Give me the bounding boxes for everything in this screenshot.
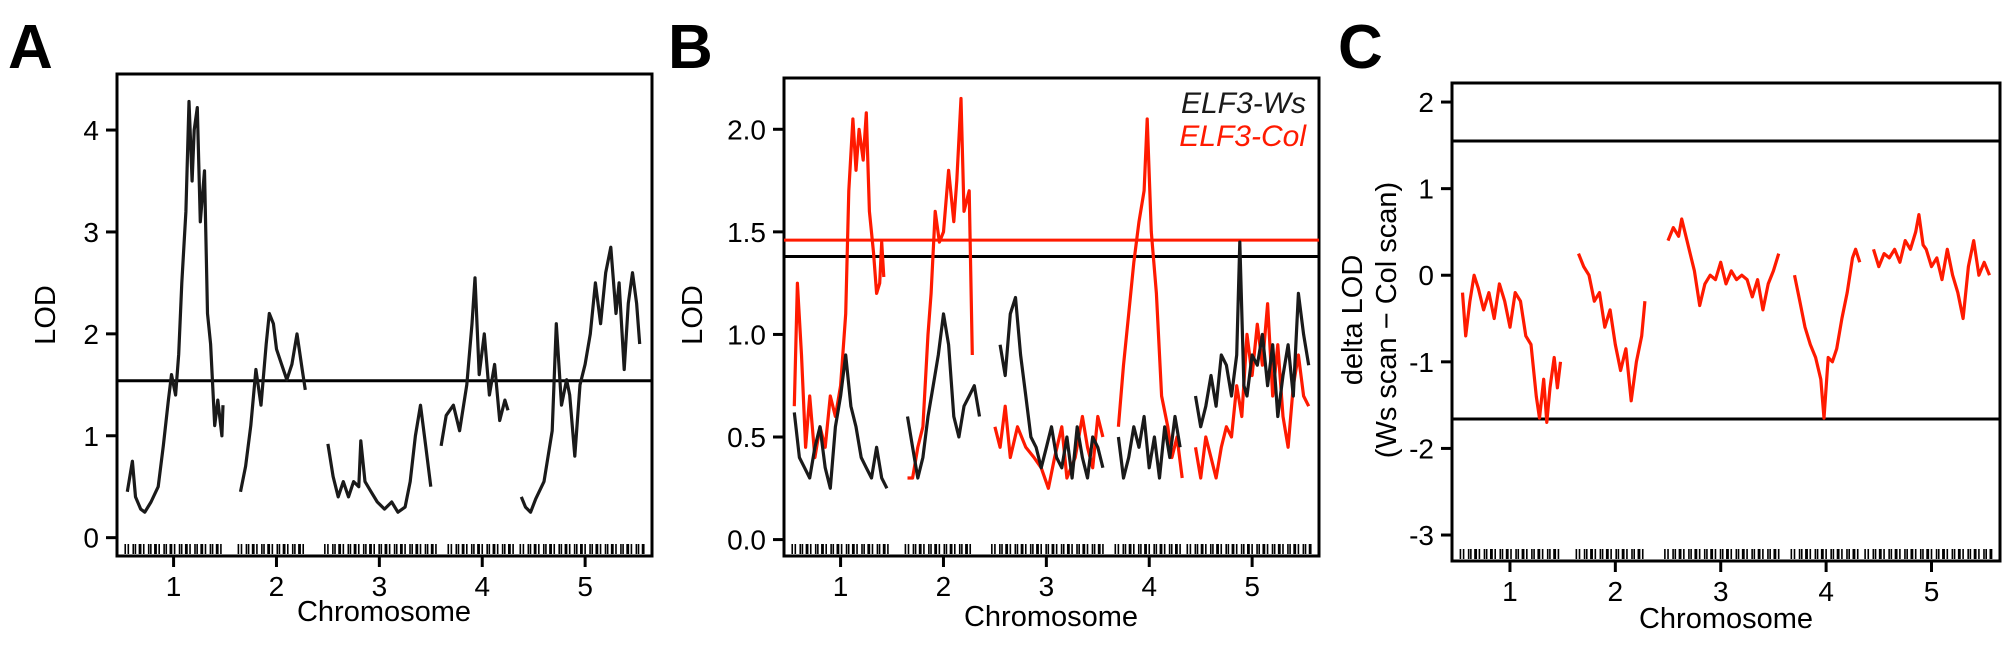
x-tick-label: 3: [1039, 571, 1055, 602]
x-axis-label: Chromosome: [964, 601, 1138, 633]
y-tick-label: 1.0: [727, 319, 766, 350]
series-line: [1116, 414, 1182, 480]
x-tick-label: 4: [474, 571, 490, 602]
plot-frame: [1450, 81, 2002, 563]
series-line: [326, 403, 433, 514]
x-tick-label: 5: [577, 571, 593, 602]
y-tick-label: 0.0: [727, 525, 766, 556]
y-axis-label-line1: delta LOD: [1337, 255, 1369, 386]
panel-c: C -3 -2 -1 0 1 2 1 2 3 4 5 Chromosome delta LOD (…: [1337, 13, 2002, 635]
marker-rug: [124, 544, 645, 554]
x-tick-label: 2: [936, 571, 952, 602]
y-tick-label: -1: [1409, 347, 1434, 378]
x-axis-label: Chromosome: [1639, 603, 1813, 635]
series-line: [1871, 213, 1991, 321]
y-tick-label: 3: [83, 217, 99, 248]
x-tick-label: 4: [1141, 571, 1157, 602]
series-lines: [792, 96, 1311, 490]
series-line: [1792, 247, 1862, 420]
y-tick-label: 2.0: [727, 114, 766, 145]
x-tick-label: 2: [1608, 576, 1624, 607]
y-tick-label: 0.5: [727, 422, 766, 453]
y-tick-label: 0: [1418, 260, 1434, 291]
y-tick-label: 0: [83, 523, 99, 554]
series-line: [1193, 240, 1311, 429]
y-tick-label: -3: [1409, 520, 1434, 551]
series-lines: [125, 99, 642, 514]
series-line: [792, 111, 886, 460]
x-tick-label: 1: [833, 571, 849, 602]
y-ticks: 0.0 0.5 1.0 1.5 2.0: [727, 114, 784, 556]
y-tick-label: -2: [1409, 433, 1434, 464]
series-line: [1193, 302, 1311, 480]
y-tick-label: 4: [83, 115, 99, 146]
series-line: [238, 311, 307, 493]
y-ticks: 0 1 2 3 4: [83, 115, 117, 554]
y-tick-label: 1: [83, 421, 99, 452]
y-tick-label: 2: [83, 319, 99, 350]
x-ticks: 1 2 3 4 5: [166, 556, 593, 602]
x-tick-label: 4: [1818, 576, 1834, 607]
series-line: [125, 99, 225, 514]
series-line: [519, 245, 642, 514]
series-line: [1577, 253, 1647, 403]
panel-b: B 0.0 0.5 1.0 1.5 2.0 1 2 3 4 5 ELF3-Ws ELF3-Col…: [668, 13, 1321, 633]
y-axis-label: LOD: [677, 285, 709, 345]
series-line: [439, 276, 510, 447]
x-axis-label: Chromosome: [297, 596, 471, 628]
x-tick-label: 3: [372, 571, 388, 602]
series-line: [1666, 217, 1781, 312]
series-line: [907, 96, 974, 480]
panel-letter: A: [8, 13, 53, 82]
panel-letter: C: [1338, 13, 1383, 82]
x-tick-label: 5: [1244, 571, 1260, 602]
x-tick-label: 1: [166, 571, 182, 602]
series-line: [905, 312, 982, 480]
marker-rug: [1459, 549, 1993, 559]
marker-rug: [791, 544, 1312, 554]
y-ticks: -3 -2 -1 0 1 2: [1409, 87, 1452, 551]
y-tick-label: 1: [1418, 174, 1434, 205]
panel-letter: B: [668, 13, 713, 82]
plot-frame: [782, 76, 1321, 558]
series-line: [993, 404, 1105, 490]
x-tick-label: 5: [1924, 576, 1940, 607]
y-tick-label: 2: [1418, 87, 1434, 118]
y-axis-label: LOD: [30, 285, 62, 345]
x-ticks: 1 2 3 4 5: [1502, 561, 1939, 607]
x-tick-label: 1: [1502, 576, 1518, 607]
series-line: [792, 353, 889, 490]
x-tick-label: 3: [1713, 576, 1729, 607]
y-tick-label: 1.5: [727, 217, 766, 248]
series-lines: [1460, 213, 1991, 424]
panel-a: A 0 1 2 3 4 1 2 3 4 5 Chromosome LOD: [8, 13, 654, 628]
legend-entry-col: ELF3-Col: [1179, 120, 1307, 153]
x-tick-label: 2: [269, 571, 285, 602]
series-line: [998, 295, 1105, 480]
series-line: [1460, 273, 1563, 424]
x-ticks: 1 2 3 4 5: [833, 556, 1260, 602]
legend-entry-ws: ELF3-Ws: [1181, 87, 1306, 120]
y-axis-label-line2: (Ws scan − Col scan): [1371, 182, 1403, 458]
threshold-lines: [1452, 139, 2000, 421]
plot-frame: [115, 72, 654, 558]
